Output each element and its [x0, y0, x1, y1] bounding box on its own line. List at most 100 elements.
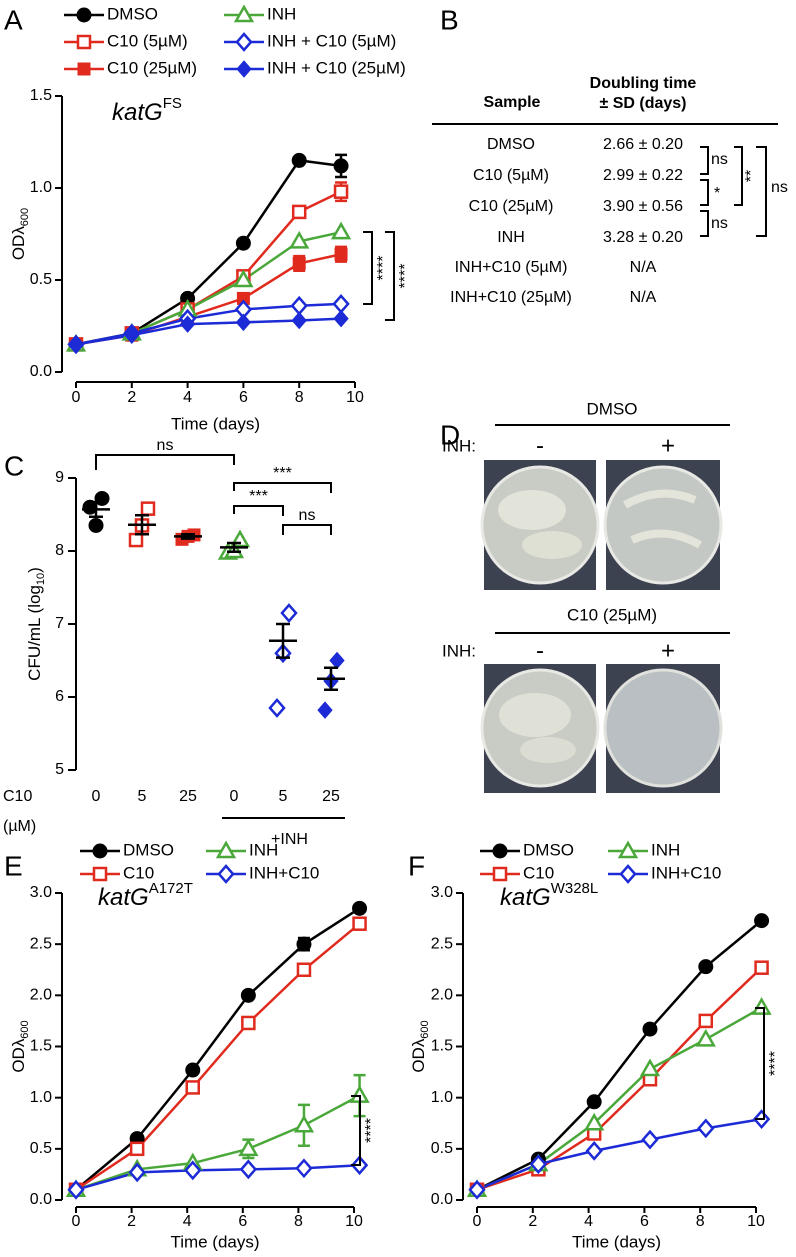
x-tick-label: 4: [183, 389, 192, 406]
point: [68, 335, 84, 354]
x-axis-label: (µM): [3, 818, 36, 835]
point: [280, 603, 298, 623]
bracket: [282, 524, 332, 535]
y-tick-label: 3.0: [30, 884, 52, 901]
sem-bar: [276, 622, 290, 659]
point: [332, 294, 350, 314]
bracket: [363, 231, 373, 305]
point: [330, 221, 352, 240]
growth: [520, 737, 576, 763]
point: [468, 1179, 486, 1200]
point: [88, 517, 104, 533]
point: [184, 1160, 202, 1181]
point: [642, 1021, 658, 1037]
series-line: [75, 1094, 361, 1191]
x-tick-label: 6: [238, 1213, 247, 1230]
bracket: [95, 454, 235, 470]
point: [751, 997, 772, 1015]
bracket: [233, 505, 284, 516]
legend-marker: [76, 34, 92, 50]
table-cell: INH+C10 (5µM): [455, 259, 568, 276]
panel-letter: A: [4, 4, 23, 35]
y-axis-label-part: 600: [419, 1020, 431, 1038]
legend-label: C10 (25µM): [107, 58, 197, 77]
significance-label: *: [714, 185, 720, 202]
point: [291, 152, 307, 168]
y-tick-label: 1.5: [30, 1038, 52, 1055]
x-tick-label: 4: [183, 1213, 192, 1230]
legend-marker: [235, 32, 253, 52]
point: [293, 1114, 315, 1133]
legend-label: DMSO: [107, 4, 158, 23]
point: [238, 1138, 259, 1157]
panel-letter: D: [440, 419, 460, 450]
panel-letter: B: [440, 4, 459, 35]
bracket: [700, 179, 709, 206]
x-tick-label: 2: [528, 1213, 537, 1230]
y-tick-label: 1.0: [30, 1089, 52, 1106]
y-tick-label: 6: [55, 688, 64, 705]
point: [585, 1140, 603, 1161]
table-cell: 3.90 ± 0.56: [603, 198, 683, 215]
bracket: [734, 146, 743, 206]
y-axis-label: ODλ600: [9, 208, 30, 260]
inh-label: INH:: [442, 641, 476, 660]
y-axis-label-part: CFU/mL (log: [25, 585, 44, 681]
plate: [603, 465, 723, 585]
table-cell: INH: [497, 229, 525, 246]
legend-marker: [617, 840, 639, 859]
strain-label: katGFS: [112, 95, 182, 126]
significance-label: ns: [299, 507, 316, 524]
series-line: [476, 1006, 763, 1191]
point: [292, 256, 306, 270]
sem-bar: [227, 541, 241, 553]
table-cell: 2.66 ± 0.20: [603, 136, 683, 153]
point: [289, 230, 310, 249]
table-cell: 2.99 ± 0.22: [603, 167, 683, 184]
point: [296, 936, 312, 952]
y-tick-label: 1.0: [431, 1089, 453, 1106]
table-cell: INH+C10 (25µM): [450, 289, 572, 306]
point: [129, 1141, 145, 1157]
growth: [522, 531, 582, 559]
legend-label: INH: [651, 840, 680, 859]
significance-label: ****: [767, 1051, 784, 1076]
point: [185, 1080, 201, 1095]
legend-marker: [215, 840, 237, 859]
series-line: [476, 1117, 762, 1191]
y-tick-label: 2.0: [30, 987, 52, 1004]
sem-bar: [324, 666, 338, 691]
point: [695, 1028, 716, 1047]
bracket: [755, 1007, 765, 1120]
x-tick-label: 4: [584, 1213, 593, 1230]
legend-marker: [492, 866, 508, 882]
x-tick-label: 10: [345, 1213, 363, 1230]
point: [291, 311, 307, 330]
legend-marker: [217, 864, 235, 884]
legend-label: INH+C10: [249, 863, 319, 882]
y-tick-label: 8: [55, 542, 64, 559]
table-header: Sample: [484, 94, 541, 111]
significance-label: ****: [397, 264, 414, 289]
bracket: [700, 210, 709, 237]
strain-label-part: W328L: [551, 880, 599, 897]
legend-label: C10: [123, 863, 154, 882]
point: [235, 235, 251, 251]
y-tick-label: 7: [55, 615, 64, 632]
table-cell: N/A: [630, 289, 657, 306]
legend-label: INH + C10 (5µM): [267, 31, 396, 50]
x-tick-label: 25: [179, 788, 197, 805]
group-label: +INH: [271, 831, 308, 848]
significance-label: ****: [375, 256, 392, 281]
point: [240, 987, 256, 1003]
sem-bar: [181, 532, 195, 540]
point: [268, 698, 286, 718]
y-axis-label-part: 10: [35, 573, 47, 585]
y-axis-label-part: 600: [19, 208, 31, 226]
x-tick-label: 25: [322, 788, 340, 805]
point: [241, 1015, 256, 1031]
bracket: [756, 146, 767, 237]
table-cell: C10 (5µM): [473, 167, 549, 184]
point: [128, 532, 144, 548]
